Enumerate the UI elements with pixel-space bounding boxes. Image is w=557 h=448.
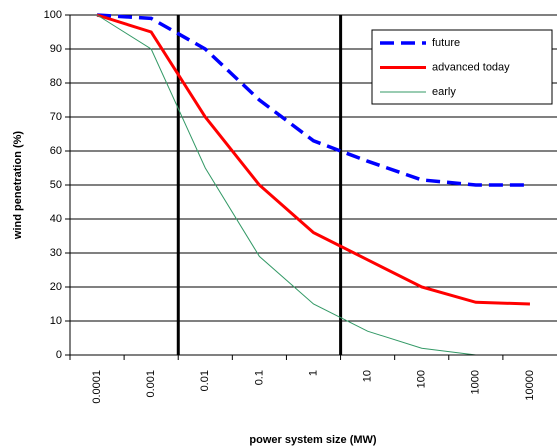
legend-label: advanced today [432, 61, 510, 73]
y-tick-label: 70 [50, 111, 62, 123]
series-line [96, 14, 530, 356]
legend-label: early [432, 86, 456, 98]
series-line [96, 13, 530, 187]
x-tick-label: 10 [362, 370, 374, 382]
y-tick-label: 50 [50, 179, 62, 191]
x-tick-label: 100 [416, 370, 428, 388]
legend-label: future [432, 37, 460, 49]
x-tick-label: 0.0001 [91, 370, 103, 404]
x-tick-label: 0.01 [199, 370, 211, 391]
x-tick-label: 10000 [524, 370, 536, 401]
y-tick-label: 100 [44, 9, 62, 21]
y-tick-label: 90 [50, 43, 62, 55]
x-tick-label: 1000 [470, 370, 482, 394]
x-axis-title: power system size (MW) [249, 434, 376, 446]
y-tick-label: 10 [50, 315, 62, 327]
y-axis-title: wind penetration (%) [12, 131, 24, 241]
x-tick-label: 0.1 [253, 370, 265, 385]
y-tick-label: 0 [56, 349, 62, 361]
x-tick-label: 1 [307, 370, 319, 376]
y-tick-label: 80 [50, 77, 62, 89]
y-tick-label: 60 [50, 145, 62, 157]
y-tick-label: 40 [50, 213, 62, 225]
y-tick-label: 30 [50, 247, 62, 259]
y-tick-label: 20 [50, 281, 62, 293]
x-tick-label: 0.001 [145, 370, 157, 398]
series-line [96, 13, 530, 306]
